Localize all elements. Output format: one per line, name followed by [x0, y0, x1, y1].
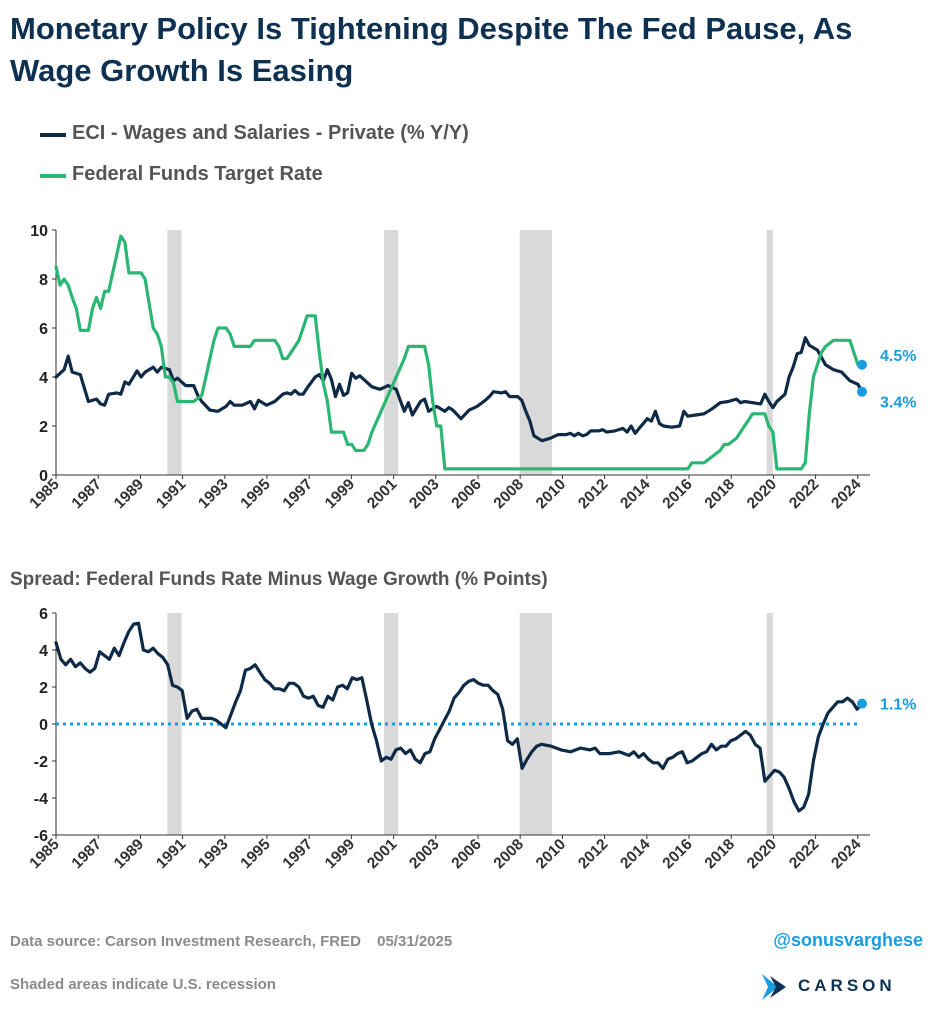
source-date: 05/31/2025: [377, 933, 453, 950]
carson-logo: CARSON: [760, 970, 920, 1004]
recession-band: [766, 230, 773, 475]
x-tick-label: 2016: [659, 476, 696, 513]
series-end-marker: [857, 386, 867, 397]
x-tick-label: 1989: [111, 476, 148, 513]
x-tick-label: 1987: [69, 476, 105, 512]
footer-note: Shaded areas indicate U.S. recession: [10, 976, 276, 993]
recession-band: [384, 230, 399, 475]
legend-swatch-eci: [40, 133, 66, 137]
recession-band: [384, 613, 399, 835]
spread-line-chart: Spread: Federal Funds Rate Minus Wage Gr…: [10, 569, 916, 873]
x-tick-label: 2022: [786, 476, 822, 512]
y-tick-label: 2: [39, 680, 48, 697]
x-tick-label: 1997: [280, 836, 316, 872]
recession-band: [167, 230, 182, 475]
x-tick-label: 1985: [26, 476, 63, 513]
x-tick-label: 2006: [448, 836, 485, 873]
x-tick-label: 2010: [533, 836, 569, 872]
y-tick-label: 6: [39, 606, 48, 623]
y-tick-label: 4: [39, 370, 48, 387]
x-tick-label: 1991: [153, 836, 190, 873]
y-tick-label: 4: [39, 643, 48, 660]
legend-label-ffr: Federal Funds Target Rate: [72, 163, 323, 185]
x-tick-label: 1995: [237, 836, 274, 873]
chart-subtitle: Spread: Federal Funds Rate Minus Wage Gr…: [10, 569, 548, 590]
footer-source: Data source: Carson Investment Research,…: [10, 933, 452, 950]
x-tick-label: 2012: [575, 476, 611, 512]
recession-band: [766, 613, 773, 835]
series-end-label: 3.4%: [880, 395, 916, 412]
x-tick-label: 2003: [406, 476, 443, 513]
y-tick-label: 0: [39, 717, 48, 734]
x-tick-label: 2014: [617, 836, 654, 873]
y-tick-label: 8: [39, 272, 48, 289]
x-tick-label: 2018: [702, 836, 739, 873]
page-title: Monetary Policy Is Tightening Despite Th…: [10, 11, 853, 88]
y-tick-label: -6: [34, 828, 48, 845]
series-line: [54, 336, 864, 443]
series-line: [54, 621, 864, 813]
x-tick-label: 1995: [237, 476, 274, 513]
carson-logo-text: CARSON: [798, 976, 896, 995]
x-tick-label: 1997: [280, 476, 316, 512]
series-end-label: 1.1%: [880, 697, 916, 714]
carson-logo-mark-icon: [762, 974, 786, 1000]
series-end-marker: [857, 359, 867, 370]
source-text: Data source: Carson Investment Research,…: [10, 933, 361, 950]
x-tick-label: 2014: [617, 476, 654, 513]
x-tick-label: 1985: [26, 836, 63, 873]
x-tick-label: 2006: [448, 476, 485, 513]
x-tick-label: 2022: [786, 836, 822, 872]
recession-band: [167, 613, 182, 835]
legend-label-eci: ECI - Wages and Salaries - Private (% Y/…: [72, 122, 469, 144]
y-tick-label: 2: [39, 419, 48, 436]
series-end-label: 4.5%: [880, 348, 916, 365]
y-tick-label: 0: [39, 468, 48, 485]
x-tick-label: 1991: [153, 476, 190, 513]
x-tick-label: 2020: [744, 476, 780, 512]
y-tick-label: -4: [34, 791, 48, 808]
x-tick-label: 1989: [111, 836, 148, 873]
legend-swatch-ffr: [40, 174, 66, 178]
x-tick-label: 1993: [195, 836, 232, 873]
y-tick-label: -2: [34, 754, 48, 771]
x-tick-label: 2018: [702, 476, 739, 513]
x-tick-label: 2001: [364, 836, 401, 873]
y-tick-label: 10: [30, 223, 48, 240]
x-tick-label: 2024: [828, 476, 865, 513]
x-tick-label: 2024: [828, 836, 865, 873]
x-tick-label: 2001: [364, 476, 401, 513]
x-tick-label: 2003: [406, 836, 443, 873]
x-tick-label: 1999: [322, 836, 359, 873]
x-tick-label: 2012: [575, 836, 611, 872]
series-end-marker: [857, 698, 867, 709]
x-tick-label: 2008: [491, 836, 528, 873]
x-tick-label: 2020: [744, 836, 780, 872]
x-tick-label: 1999: [322, 476, 359, 513]
recession-band: [519, 230, 553, 475]
x-tick-label: 2010: [533, 476, 569, 512]
y-tick-label: 6: [39, 321, 48, 338]
social-handle-link[interactable]: @sonusvarghese: [773, 930, 923, 950]
x-tick-label: 1993: [195, 476, 232, 513]
x-tick-label: 1987: [69, 836, 105, 872]
x-tick-label: 2008: [491, 476, 528, 513]
series-line: [54, 234, 864, 471]
x-tick-label: 2016: [659, 836, 696, 873]
